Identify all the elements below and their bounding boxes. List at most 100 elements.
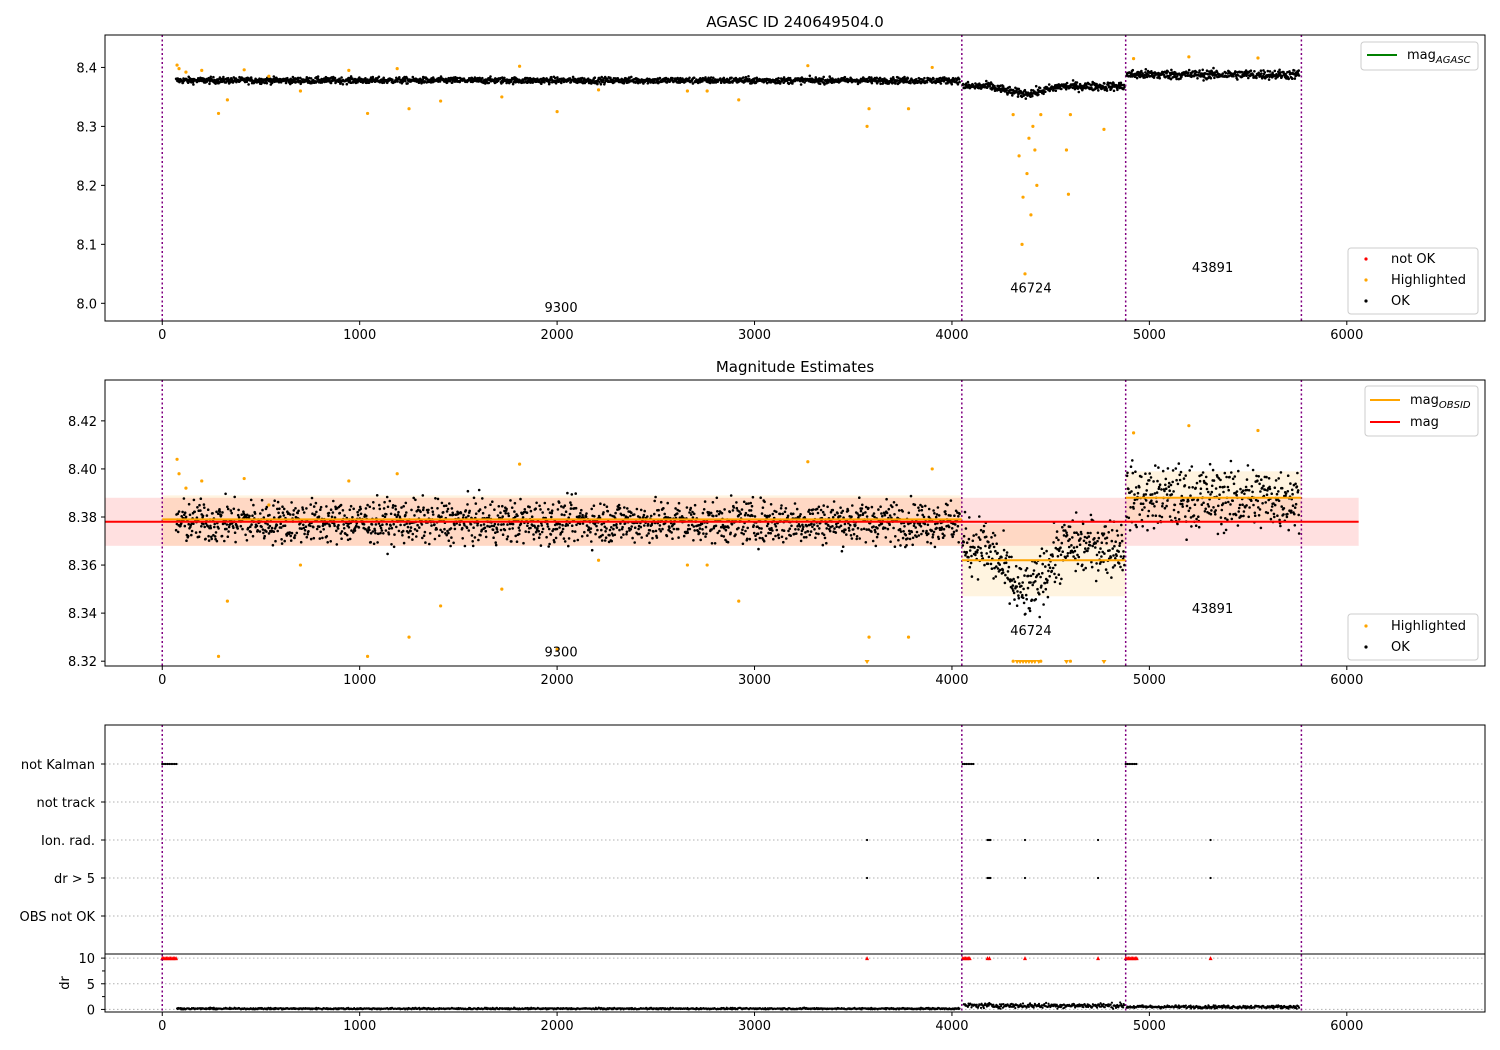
legend-label: magAGASC xyxy=(1407,48,1471,66)
y-tick-label: 8.34 xyxy=(68,607,97,622)
highlighted-point xyxy=(242,68,246,72)
legend-label: OK xyxy=(1391,294,1410,309)
highlighted-point xyxy=(500,95,504,99)
highlighted-point xyxy=(184,70,188,74)
highlighted-point xyxy=(175,457,179,461)
flag-point xyxy=(1128,762,1131,766)
flag-point xyxy=(168,762,171,766)
flag-point xyxy=(970,762,973,766)
y-tick-label: 8.3 xyxy=(76,120,97,135)
highlighted-point xyxy=(1035,183,1039,187)
obsid-label: 46724 xyxy=(1010,282,1051,297)
highlighted-point xyxy=(216,654,221,658)
highlighted-point xyxy=(555,110,559,114)
highlighted-point xyxy=(1021,195,1025,199)
highlighted-point xyxy=(225,599,230,603)
highlighted-point xyxy=(737,599,741,603)
highlighted-point xyxy=(200,479,204,483)
magnitude-legend-top: magOBSID mag xyxy=(1364,385,1479,437)
x-tick-label: 0 xyxy=(158,673,166,688)
dr-clipped-marker xyxy=(967,956,972,961)
legend-label: not OK xyxy=(1391,252,1436,267)
flag-row-label: OBS not OK xyxy=(20,910,96,925)
y-tick-label: 8.40 xyxy=(68,463,97,478)
obsid-label: 9300 xyxy=(545,645,578,660)
highlighted-point xyxy=(517,462,522,466)
x-tick-label: 2000 xyxy=(541,328,574,343)
obsid-label: 46724 xyxy=(1010,624,1051,639)
dr-clipped-marker xyxy=(1134,956,1139,961)
highlighted-point xyxy=(298,563,303,567)
flag-row-label: Ion. rad. xyxy=(41,834,95,849)
highlighted-point xyxy=(517,64,522,68)
dr-points-series xyxy=(176,1001,1301,1011)
x-tick-label: 6000 xyxy=(1330,1019,1363,1034)
highlighted-point xyxy=(267,503,271,507)
flag-point xyxy=(1129,762,1133,766)
highlighted-point xyxy=(407,107,411,111)
flag-point xyxy=(175,762,178,766)
highlighted-point xyxy=(555,647,559,651)
legend-label: OK xyxy=(1391,640,1410,655)
flag-point xyxy=(173,762,176,766)
highlighted-point xyxy=(347,479,351,483)
highlighted-point xyxy=(200,68,204,72)
dr-clipped-marker xyxy=(987,956,992,961)
flag-point xyxy=(1096,876,1100,880)
legend-point-swatch xyxy=(1364,299,1368,303)
dr-clipped-marker xyxy=(1023,956,1027,961)
magnitude-panel: Magnitude Estimates 0 1000 2000 3000 4000 500… xyxy=(68,358,1486,688)
highlighted-point xyxy=(705,563,709,567)
highlighted-point xyxy=(177,472,181,476)
x-tick-label: 0 xyxy=(158,1019,166,1034)
highlighted-point xyxy=(439,99,443,103)
x-tick-label: 5000 xyxy=(1133,1019,1166,1034)
legend-box xyxy=(1347,613,1479,661)
agasc-plot-area: 0 1000 2000 3000 4000 5000 6000 8.0 8.1 8.2 8.3 8.4… xyxy=(76,35,1363,343)
dr-clipped-marker xyxy=(1208,956,1213,961)
x-tick-label: 5000 xyxy=(1133,673,1166,688)
x-tick-label: 2000 xyxy=(541,1019,574,1034)
clipped-point-marker xyxy=(1101,660,1107,664)
highlighted-point xyxy=(1033,148,1037,152)
y-tick-label: 8.0 xyxy=(76,297,97,312)
flag-point xyxy=(1126,762,1129,766)
highlighted-point xyxy=(930,467,934,471)
agasc-panel: AGASC ID 240649504.0 0 1000 2000 3000 4000 50… xyxy=(76,13,1486,343)
x-tick-label: 0 xyxy=(158,328,166,343)
highlighted-point xyxy=(407,635,411,639)
flag-point xyxy=(965,762,968,766)
highlighted-point xyxy=(1023,272,1027,276)
highlighted-point xyxy=(906,107,911,111)
agasc-legend-bottom: not OK Highlighted OK xyxy=(1347,247,1479,315)
highlighted-point xyxy=(1187,424,1191,428)
highlighted-point xyxy=(177,67,181,71)
flag-row-label: dr > 5 xyxy=(54,872,95,887)
flag-point xyxy=(989,876,992,880)
flag-point xyxy=(1135,762,1138,766)
y-tick-label: 8.32 xyxy=(68,655,97,670)
agasc-panel-title: AGASC ID 240649504.0 xyxy=(706,13,884,31)
flag-point xyxy=(170,762,173,766)
y-tick-label: 8.1 xyxy=(76,238,97,253)
flag-point xyxy=(1131,762,1134,766)
highlighted-point xyxy=(439,604,443,608)
x-tick-label: 4000 xyxy=(935,673,968,688)
y-tick-label: 8.38 xyxy=(68,511,97,526)
highlighted-point xyxy=(705,89,709,93)
legend-point-swatch xyxy=(1364,624,1368,628)
dr-axis-label: dr xyxy=(58,976,73,990)
legend-box xyxy=(1347,247,1479,315)
flag-point xyxy=(1124,762,1127,766)
flag-point xyxy=(972,762,975,766)
highlighted-point xyxy=(1131,431,1136,435)
x-tick-label: 1000 xyxy=(343,1019,376,1034)
clipped-point-marker xyxy=(1036,660,1042,664)
highlighted-point xyxy=(1068,113,1073,117)
flag-point xyxy=(967,762,970,766)
magnitude-plot-frame xyxy=(104,379,1486,667)
y-tick-label: 10 xyxy=(78,952,95,967)
y-tick-label: 8.42 xyxy=(68,415,97,430)
magnitude-plot-area: 0 1000 2000 3000 4000 5000 6000 8.32 8.34 8.36 8.3… xyxy=(68,380,1363,688)
flag-point xyxy=(865,838,869,842)
